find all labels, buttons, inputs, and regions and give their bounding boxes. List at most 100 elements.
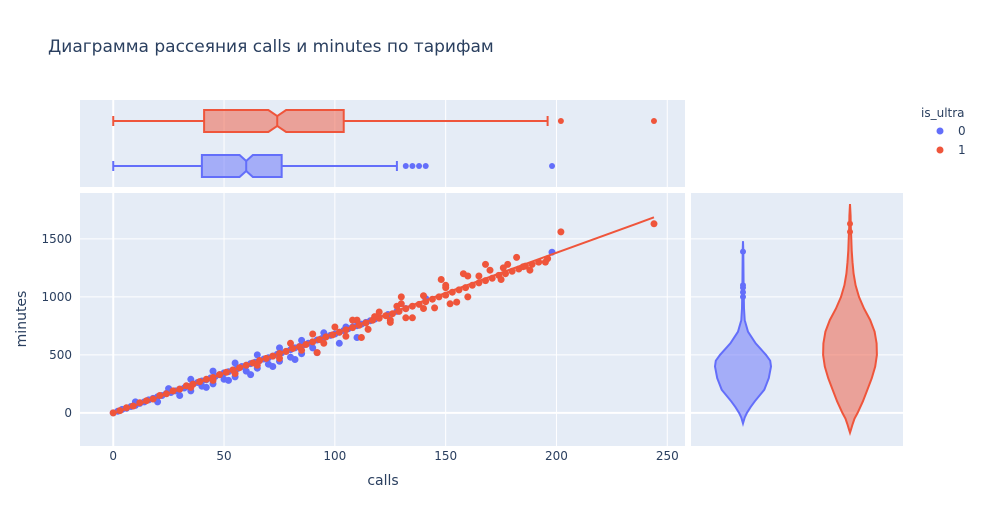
trendline-1 — [112, 216, 655, 415]
legend-item-1[interactable]: 1 — [936, 143, 966, 157]
scatter-point — [349, 316, 357, 324]
violin-body — [822, 203, 878, 437]
y-tick-label: 500 — [49, 348, 72, 362]
scatter-point — [209, 367, 217, 375]
box-outlier — [416, 163, 423, 169]
scatter-point — [437, 276, 445, 283]
scatter-point — [557, 228, 565, 236]
legend-label-0: 0 — [958, 124, 966, 138]
scatter-point — [291, 356, 299, 363]
scatter-point — [486, 266, 494, 274]
scatter-point — [453, 298, 461, 306]
scatter-point — [420, 292, 427, 300]
scatter-point — [253, 351, 261, 359]
legend-marker-0 — [936, 127, 944, 135]
legend-marker-1 — [936, 146, 944, 154]
chart-title: Диаграмма рассеяния calls и minutes по т… — [48, 37, 494, 57]
box-outlier — [549, 163, 556, 169]
scatter-point — [464, 293, 472, 301]
box-outlier — [650, 118, 657, 124]
scatter-point — [276, 354, 283, 362]
scatter-point — [393, 302, 401, 310]
scatter-point — [357, 334, 365, 341]
boxplot-panel — [80, 100, 685, 187]
scatter-point — [176, 392, 184, 399]
x-tick-label: 0 — [109, 449, 117, 463]
violin-body — [713, 241, 773, 427]
y-tick-label: 0 — [64, 406, 72, 420]
x-tick-label: 50 — [216, 449, 231, 463]
scatter-point — [287, 339, 294, 347]
scatter-point — [342, 332, 350, 340]
scatter-point — [420, 305, 427, 312]
scatter-point — [431, 304, 439, 312]
scatter-point — [276, 344, 283, 352]
scatter-point — [320, 339, 328, 347]
scatter-point — [482, 260, 489, 268]
scatter-point — [386, 318, 394, 326]
scatter-point — [298, 346, 306, 354]
scatter-point — [397, 293, 405, 301]
box-outlier — [409, 163, 416, 169]
scatter-point — [513, 253, 521, 261]
box-body — [203, 109, 345, 133]
violin-outlier — [740, 289, 746, 296]
scatter-panel — [80, 193, 685, 446]
scatter-point — [442, 284, 450, 292]
scatter-point — [541, 258, 549, 266]
scatter-point — [231, 359, 239, 367]
violin-panel — [691, 193, 903, 446]
legend[interactable]: is_ultra 0 1 — [921, 106, 966, 157]
scatter-point — [253, 361, 261, 369]
scatter-point — [269, 363, 277, 370]
violin-outlier — [847, 220, 853, 227]
scatter-point — [497, 276, 505, 283]
x-tick-label: 100 — [323, 449, 346, 463]
scatter-point — [309, 330, 317, 338]
boxplot-series-1 — [112, 109, 657, 133]
scatter-point — [202, 383, 210, 391]
box-body — [200, 154, 283, 178]
scatter-point — [298, 336, 306, 344]
scatter-point — [475, 272, 483, 280]
scatter-point — [364, 325, 372, 333]
scatter-point — [231, 370, 239, 377]
scatter-point — [375, 308, 383, 316]
violin-outlier — [740, 293, 746, 300]
scatter-point — [309, 344, 317, 352]
scatter-point — [402, 314, 410, 322]
violin-outlier — [740, 282, 746, 289]
scatter-point — [526, 266, 534, 274]
x-tick-label: 250 — [656, 449, 679, 463]
scatter-point — [446, 300, 454, 308]
y-axis-title: minutes — [14, 291, 30, 348]
scatter-point — [459, 270, 467, 278]
scatter-point — [408, 314, 416, 322]
violin-layer — [713, 203, 878, 437]
scatter-point — [650, 220, 658, 228]
legend-item-0[interactable]: 0 — [936, 124, 966, 138]
x-tick-label: 200 — [545, 449, 568, 463]
box-outlier — [557, 118, 564, 124]
scatter-point — [331, 323, 339, 331]
y-tick-label: 1500 — [41, 232, 72, 246]
x-axis-title: calls — [367, 473, 398, 489]
legend-label-1: 1 — [958, 143, 966, 157]
boxplot-layer — [112, 109, 657, 178]
violin-outlier — [847, 228, 853, 235]
scatter-point — [499, 264, 507, 272]
scatter-point — [247, 371, 255, 379]
legend-title: is_ultra — [921, 106, 965, 120]
violin-series-0 — [713, 241, 773, 427]
violin-outlier — [740, 248, 746, 255]
box-outlier — [402, 163, 409, 169]
scatter-point — [225, 376, 232, 384]
boxplot-series-0 — [112, 154, 556, 178]
box-outlier — [422, 163, 429, 169]
scatter-point — [313, 349, 321, 357]
y-tick-label: 1000 — [41, 290, 72, 304]
axis-ticks: 0 50 100 150 200 250 0 500 1000 1500 — [41, 232, 678, 463]
violin-series-1 — [822, 203, 878, 437]
